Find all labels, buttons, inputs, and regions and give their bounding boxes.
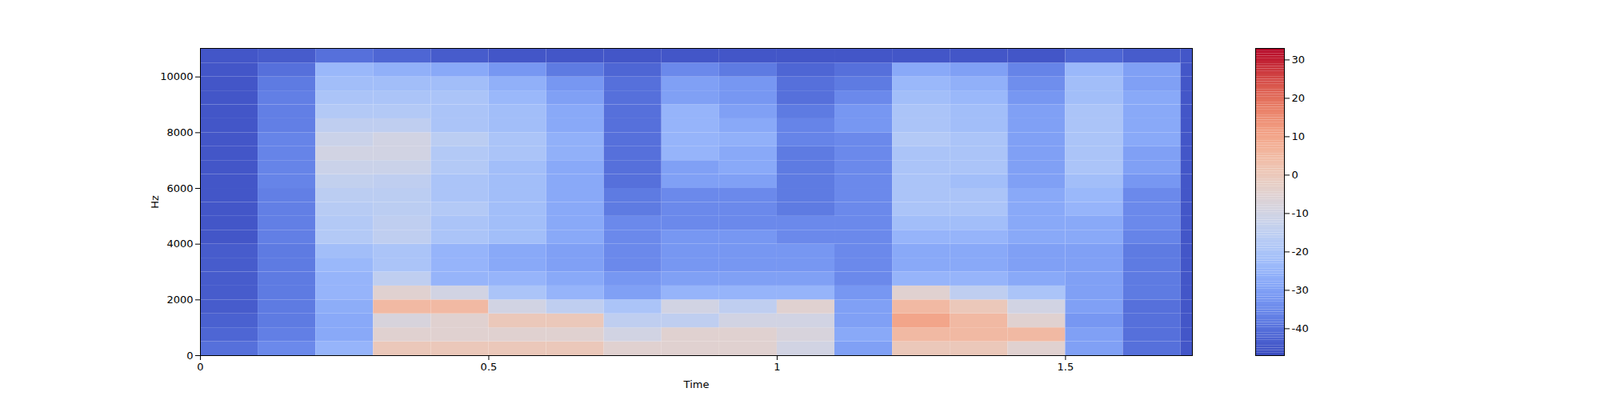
- svg-text:2000: 2000: [166, 293, 193, 306]
- svg-text:4000: 4000: [166, 237, 193, 250]
- svg-text:-10: -10: [1292, 207, 1309, 220]
- svg-text:6000: 6000: [166, 182, 193, 195]
- svg-text:20: 20: [1292, 92, 1306, 104]
- svg-text:0: 0: [186, 349, 193, 362]
- svg-text:0: 0: [196, 360, 204, 373]
- svg-text:10000: 10000: [160, 70, 193, 83]
- svg-text:-40: -40: [1292, 322, 1309, 335]
- svg-text:-30: -30: [1292, 284, 1309, 296]
- svg-text:1: 1: [773, 360, 780, 373]
- svg-text:Hz: Hz: [148, 195, 161, 209]
- svg-text:8000: 8000: [166, 126, 193, 139]
- svg-text:1.5: 1.5: [1057, 360, 1075, 373]
- svg-text:30: 30: [1292, 53, 1306, 66]
- svg-text:10: 10: [1292, 130, 1306, 143]
- svg-text:0: 0: [1292, 168, 1299, 181]
- svg-text:Time: Time: [683, 378, 710, 391]
- svg-text:-20: -20: [1292, 245, 1309, 258]
- svg-text:0.5: 0.5: [480, 360, 498, 373]
